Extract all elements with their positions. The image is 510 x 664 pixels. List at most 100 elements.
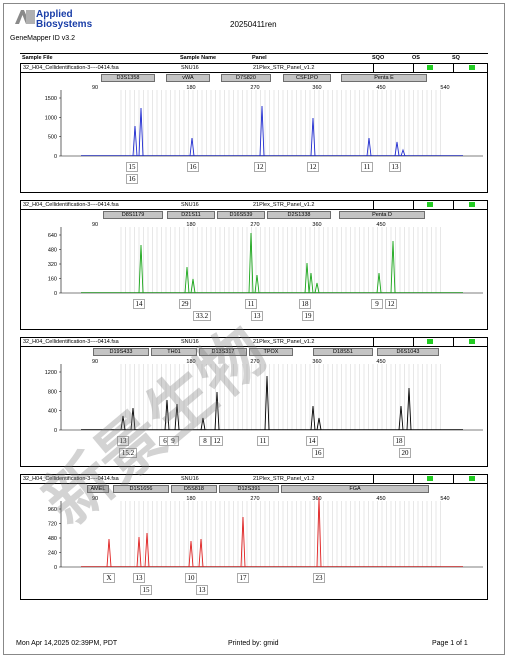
marker-bin[interactable]: D21S11 xyxy=(167,211,215,219)
allele-call[interactable]: 10 xyxy=(185,573,197,583)
allele-call[interactable]: 12 xyxy=(254,162,266,172)
allele-call[interactable]: 11 xyxy=(257,436,269,446)
marker-bin[interactable]: TH01 xyxy=(151,348,197,356)
panel-info-row: 32_H04_Cellidentification-3----0414.fsa … xyxy=(21,338,487,347)
marker-bin[interactable]: FGA xyxy=(281,485,429,493)
y-tick-label: 720 xyxy=(48,522,57,528)
allele-call[interactable]: 29 xyxy=(179,299,191,309)
allele-call[interactable]: 8 xyxy=(199,436,211,446)
y-tick-label: 480 xyxy=(48,536,57,542)
x-tick-label: 540 xyxy=(440,85,449,91)
allele-call[interactable]: 14 xyxy=(306,436,318,446)
x-tick-label: 450 xyxy=(376,496,385,502)
marker-bin[interactable]: CSF1PO xyxy=(283,74,331,82)
signal-peak xyxy=(398,405,404,431)
allele-call[interactable]: 12 xyxy=(211,436,223,446)
panel-info-row: 32_H04_Cellidentification-3----0414.fsa … xyxy=(21,201,487,210)
allele-call[interactable]: 13 xyxy=(133,573,145,583)
marker-bin[interactable]: D3S1358 xyxy=(101,74,155,82)
x-tick-label: 90 xyxy=(92,496,98,502)
y-tick-label: 1000 xyxy=(45,115,57,121)
logo-line-1: Applied xyxy=(36,9,73,20)
allele-call[interactable]: 9 xyxy=(371,299,383,309)
allele-call[interactable]: 12 xyxy=(307,162,319,172)
marker-bin[interactable]: Penta D xyxy=(339,211,425,219)
marker-bin[interactable]: D13S317 xyxy=(199,348,247,356)
print-date: Mon Apr 14,2025 02:39PM, PDT xyxy=(16,640,118,647)
allele-call[interactable]: 9 xyxy=(167,436,179,446)
marker-bin[interactable]: D6S1043 xyxy=(377,348,439,356)
marker-bin[interactable]: D8S1179 xyxy=(103,211,163,219)
allele-call[interactable]: 15.2 xyxy=(119,448,137,458)
y-tick-label: 160 xyxy=(48,277,57,283)
marker-bin[interactable]: D19S433 xyxy=(93,348,149,356)
y-tick-label: 1500 xyxy=(45,96,57,102)
allele-call[interactable]: 13 xyxy=(251,311,263,321)
y-tick-label: 640 xyxy=(48,233,57,239)
col-os: OS xyxy=(412,55,420,61)
marker-bin[interactable]: Penta E xyxy=(341,74,427,82)
separator xyxy=(373,64,374,72)
allele-call[interactable]: 13 xyxy=(389,162,401,172)
signal-peak xyxy=(214,391,220,431)
allele-call[interactable]: 19 xyxy=(302,311,314,321)
separator xyxy=(413,338,414,346)
allele-call[interactable]: 20 xyxy=(399,448,411,458)
signal-peak xyxy=(304,262,310,294)
logo-line-2: Biosystems xyxy=(36,19,93,30)
allele-call[interactable]: 23 xyxy=(313,573,325,583)
marker-bin[interactable]: D12S391 xyxy=(219,485,279,493)
allele-call[interactable]: 11 xyxy=(361,162,373,172)
y-tick-label: 400 xyxy=(48,409,57,415)
signal-peak xyxy=(240,516,246,568)
separator xyxy=(373,201,374,209)
allele-call[interactable]: 33.2 xyxy=(193,311,211,321)
sq-quality-flag xyxy=(469,476,475,481)
x-tick-label: 450 xyxy=(376,222,385,228)
y-tick-label: 960 xyxy=(48,507,57,513)
signal-peak xyxy=(136,536,142,568)
allele-call[interactable]: 16 xyxy=(126,174,138,184)
x-tick-label: 90 xyxy=(92,222,98,228)
signal-peak xyxy=(138,244,144,294)
panel-name: 21Plex_STR_Panel_v1.2 xyxy=(253,202,315,208)
separator xyxy=(453,475,454,483)
sample-name: SNU16 xyxy=(181,476,199,482)
allele-call[interactable]: 17 xyxy=(237,573,249,583)
marker-bin[interactable]: D7S820 xyxy=(221,74,271,82)
sample-file-name: 32_H04_Cellidentification-3----0414.fsa xyxy=(23,202,119,208)
marker-bin[interactable]: vWA xyxy=(166,74,210,82)
x-tick-label: 180 xyxy=(186,496,195,502)
allele-call[interactable]: 11 xyxy=(245,299,257,309)
marker-bin[interactable]: D5S818 xyxy=(171,485,217,493)
allele-call[interactable]: 16 xyxy=(187,162,199,172)
marker-bin[interactable]: D1S1656 xyxy=(113,485,169,493)
separator xyxy=(373,338,374,346)
sq-quality-flag xyxy=(469,202,475,207)
os-quality-flag xyxy=(427,476,433,481)
signal-peak xyxy=(198,538,204,568)
allele-call[interactable]: 14 xyxy=(133,299,145,309)
os-quality-flag xyxy=(427,339,433,344)
electropherogram-plot: 1200 800 400 0 90 180 270 360 450 xyxy=(45,359,483,434)
allele-call[interactable]: 13 xyxy=(196,585,208,595)
allele-call[interactable]: 15 xyxy=(140,585,152,595)
marker-bin[interactable]: TPOX xyxy=(249,348,293,356)
allele-call[interactable]: 13 xyxy=(117,436,129,446)
signal-peak xyxy=(316,496,322,568)
signal-peak xyxy=(366,137,372,157)
sample-name: SNU16 xyxy=(181,339,199,345)
marker-bin[interactable]: D18S51 xyxy=(313,348,373,356)
allele-call[interactable]: 18 xyxy=(299,299,311,309)
signal-peak xyxy=(120,415,126,431)
allele-call[interactable]: 12 xyxy=(385,299,397,309)
marker-bin[interactable]: AMEL xyxy=(87,485,109,493)
allele-call[interactable]: 16 xyxy=(312,448,324,458)
allele-call[interactable]: 15 xyxy=(126,162,138,172)
allele-call[interactable]: 18 xyxy=(393,436,405,446)
x-tick-label: 270 xyxy=(250,85,259,91)
allele-call[interactable]: X xyxy=(103,573,115,583)
sample-file-name: 32_H04_Cellidentification-3----0414.fsa xyxy=(23,476,119,482)
marker-bin[interactable]: D16S539 xyxy=(217,211,265,219)
marker-bin[interactable]: D2S1338 xyxy=(267,211,331,219)
